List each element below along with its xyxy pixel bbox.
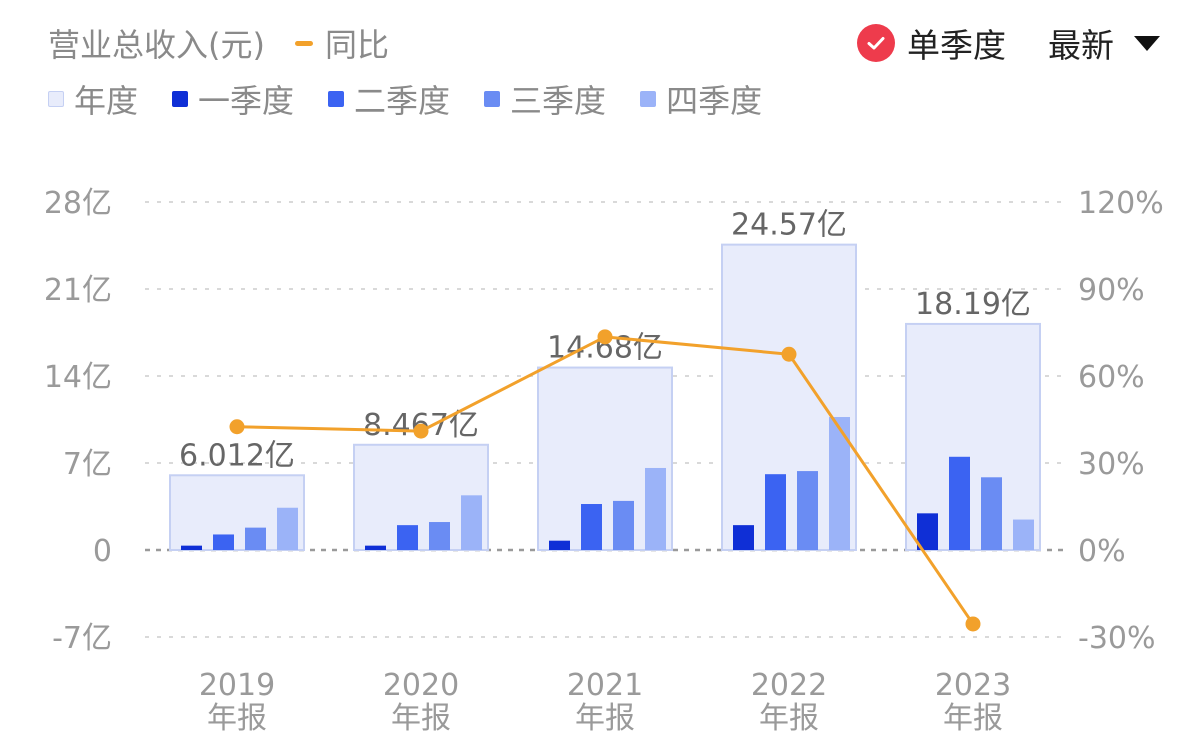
quarter-bar bbox=[397, 525, 418, 550]
legend-label: 三季度 bbox=[510, 82, 607, 120]
annual-value-label: 18.19亿 bbox=[915, 287, 1031, 322]
quarter-bar bbox=[613, 500, 634, 550]
legend-swatch-annual bbox=[48, 91, 64, 107]
x-tick-label: 2019 bbox=[199, 668, 275, 703]
quarter-bar bbox=[765, 474, 786, 550]
legend-label: 二季度 bbox=[354, 82, 451, 120]
yoy-point bbox=[965, 616, 981, 632]
y-left-tick-label: 7亿 bbox=[63, 447, 112, 482]
x-tick-label: 年报 bbox=[207, 701, 267, 736]
y-left-tick-label: 28亿 bbox=[44, 186, 112, 221]
quarter-bar bbox=[181, 545, 202, 550]
series-title: 营业总收入(元) bbox=[48, 26, 265, 64]
axis-labels: -7亿 -30%0 0%7亿 30%14亿 60%21亿 90%28亿 120%2019年报… bbox=[44, 186, 1164, 736]
bars bbox=[169, 243, 1041, 552]
quarter-bar bbox=[277, 507, 298, 550]
legend-swatch-q3 bbox=[484, 91, 501, 107]
legend-swatch-q4 bbox=[640, 91, 657, 107]
quarter-bar bbox=[581, 504, 602, 550]
single-quarter-label: 单季度 bbox=[907, 26, 1006, 65]
quarter-bar bbox=[949, 456, 970, 550]
chart-controls: 单季度 最新 bbox=[857, 18, 1160, 68]
quarter-bar bbox=[461, 495, 482, 550]
y-left-tick-label: 21亿 bbox=[44, 273, 112, 308]
legend-label: 一季度 bbox=[198, 82, 295, 120]
legend-item-q2[interactable]: 二季度 bbox=[328, 76, 450, 122]
yoy-point bbox=[781, 346, 797, 362]
quarter-bar bbox=[981, 477, 1002, 550]
yoy-point bbox=[597, 329, 613, 345]
legend-header-row: 营业总收入(元) 同比 bbox=[48, 18, 389, 68]
legend-label: 四季度 bbox=[666, 82, 763, 120]
yoy-legend-label: 同比 bbox=[324, 26, 389, 64]
x-tick-label: 年报 bbox=[943, 701, 1003, 736]
x-tick-label: 2022 bbox=[751, 668, 827, 703]
quarter-bar bbox=[213, 534, 234, 550]
quarter-bar bbox=[365, 545, 386, 550]
annual-value-label: 6.012亿 bbox=[179, 438, 295, 473]
legend-label: 年度 bbox=[74, 82, 139, 120]
y-right-tick-label: -30% bbox=[1078, 621, 1156, 656]
x-tick-label: 年报 bbox=[391, 701, 451, 736]
y-left-tick-label: 0 bbox=[93, 534, 112, 569]
check-icon bbox=[857, 24, 895, 62]
y-right-tick-label: 90% bbox=[1078, 273, 1145, 308]
legend-quarters-row: 年度 一季度 二季度 三季度 四季度 bbox=[48, 76, 796, 122]
x-tick-label: 2020 bbox=[383, 668, 459, 703]
x-tick-label: 年报 bbox=[759, 701, 819, 736]
quarter-bar bbox=[917, 513, 938, 550]
yoy-point bbox=[229, 419, 245, 435]
legend-swatch-q1 bbox=[172, 91, 189, 107]
chevron-down-icon bbox=[1134, 35, 1160, 51]
quarter-bar bbox=[829, 417, 850, 550]
x-tick-label: 2021 bbox=[567, 668, 643, 703]
x-tick-label: 年报 bbox=[575, 701, 635, 736]
legend-item-q1[interactable]: 一季度 bbox=[172, 76, 294, 122]
quarter-bar bbox=[429, 522, 450, 550]
y-left-tick-label: -7亿 bbox=[52, 621, 112, 656]
y-right-tick-label: 0% bbox=[1078, 534, 1126, 569]
legend-item-q3[interactable]: 三季度 bbox=[484, 76, 606, 122]
yoy-point bbox=[413, 423, 429, 439]
quarter-bar bbox=[245, 527, 266, 550]
quarter-bar bbox=[733, 525, 754, 550]
yoy-legend-swatch bbox=[294, 40, 313, 46]
legend-item-q4[interactable]: 四季度 bbox=[640, 76, 762, 122]
annual-bar bbox=[905, 322, 1041, 551]
quarter-bar bbox=[645, 467, 666, 550]
period-dropdown[interactable]: 最新 bbox=[1048, 19, 1160, 67]
single-quarter-toggle[interactable]: 单季度 bbox=[857, 19, 1006, 67]
legend-item-annual[interactable]: 年度 bbox=[48, 76, 138, 122]
y-right-tick-label: 120% bbox=[1078, 186, 1164, 221]
quarter-bar bbox=[1013, 519, 1034, 550]
legend-swatch-q2 bbox=[328, 91, 345, 107]
x-tick-label: 2023 bbox=[935, 668, 1011, 703]
yoy-line bbox=[229, 329, 981, 632]
y-right-tick-label: 30% bbox=[1078, 447, 1145, 482]
quarter-bar bbox=[797, 471, 818, 550]
y-right-tick-label: 60% bbox=[1078, 360, 1145, 395]
quarter-bar bbox=[549, 540, 570, 550]
y-left-tick-label: 14亿 bbox=[44, 360, 112, 395]
period-dropdown-label: 最新 bbox=[1048, 26, 1114, 65]
annual-value-label: 24.57亿 bbox=[731, 208, 847, 243]
